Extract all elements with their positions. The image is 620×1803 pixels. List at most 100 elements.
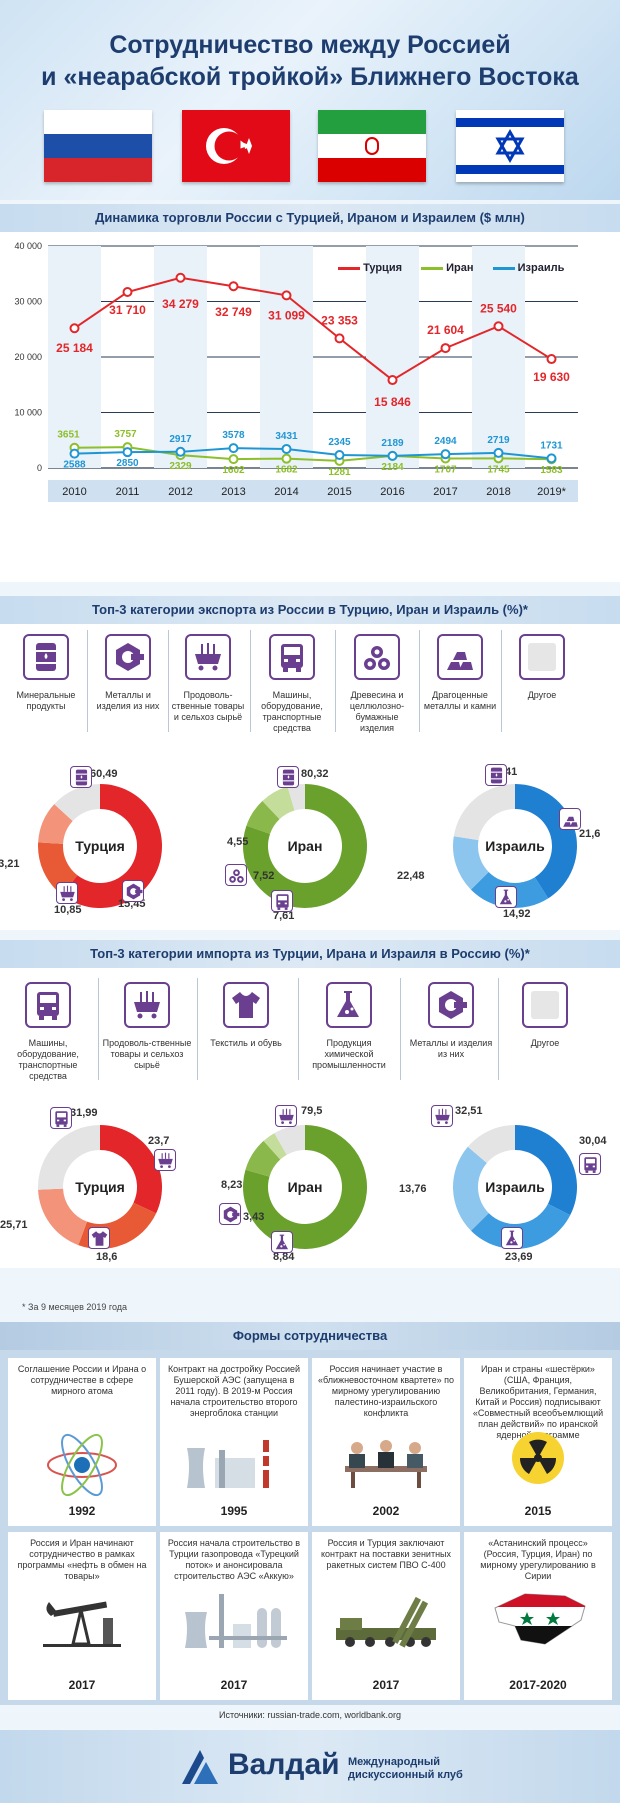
cooperation-card: «Астанинский процесс» (Россия, Турция, И… xyxy=(464,1532,612,1700)
legend-swatch-turkey xyxy=(338,266,360,270)
x-tick-label: 2019* xyxy=(537,486,566,498)
card-text: Россия и Иран начинают сотрудничество в … xyxy=(17,1538,147,1581)
other-icon xyxy=(527,642,557,672)
data-label: 2588 xyxy=(63,460,86,471)
category-divider xyxy=(334,630,336,732)
cooperation-card: Контракт на достройку Россией Бушерской … xyxy=(160,1358,308,1526)
category-tile xyxy=(269,634,315,680)
donut-category-badge xyxy=(271,1231,293,1253)
data-point xyxy=(228,443,239,454)
data-point xyxy=(228,281,239,292)
card-illustration xyxy=(160,1430,308,1495)
category-label: Металлы и изделия из них xyxy=(409,1038,493,1059)
category-label: Машины, оборудование, транспортные средс… xyxy=(261,690,323,733)
card-illustration xyxy=(160,1588,308,1655)
export-israel-center-label: Израиль xyxy=(485,838,545,854)
data-label: 3578 xyxy=(222,430,245,441)
card-illustration xyxy=(8,1430,156,1505)
atom-icon xyxy=(42,1430,122,1505)
logo-sub1: Международный xyxy=(348,1756,441,1768)
donut-slice xyxy=(100,1125,162,1214)
card-year: 2017 xyxy=(220,1678,248,1692)
category-divider xyxy=(400,978,401,1080)
data-point xyxy=(175,446,186,457)
cooperation-card: Соглашение России и Ирана о сотрудничест… xyxy=(8,1358,156,1526)
iran-flag-icon xyxy=(318,110,426,182)
x-tick-label: 2018 xyxy=(486,486,510,498)
timber-logs-icon xyxy=(227,866,246,885)
truck-icon xyxy=(273,892,292,911)
chart-column-band xyxy=(260,246,313,468)
donut-category-badge xyxy=(579,1153,601,1175)
legend-turkey: Турция xyxy=(363,262,402,274)
chemistry-flask-icon xyxy=(497,888,516,907)
metal-nut-icon xyxy=(221,1205,240,1224)
donut-value-label: 31,99 xyxy=(70,1107,98,1119)
category-tile xyxy=(124,982,170,1028)
card-text: Контракт на достройку Россией Бушерской … xyxy=(167,1364,301,1418)
x-tick-label: 2015 xyxy=(327,486,351,498)
import-panel xyxy=(0,968,620,1268)
donut-slice xyxy=(38,842,78,896)
donut-slice xyxy=(453,836,489,890)
category-tile xyxy=(428,982,474,1028)
card-text: Соглашение России и Ирана о сотрудничест… xyxy=(17,1364,147,1396)
data-point xyxy=(546,354,557,365)
data-point xyxy=(69,323,80,334)
logo-name: Валдай xyxy=(228,1748,340,1781)
oil-pump-icon xyxy=(37,1588,127,1653)
food-cart-icon xyxy=(433,1107,452,1126)
data-label: 3757 xyxy=(114,429,137,440)
data-point xyxy=(281,453,292,464)
donut-value-label: 14,92 xyxy=(503,908,531,920)
donut-value-label: 79,5 xyxy=(301,1105,323,1117)
data-label: 21 604 xyxy=(427,323,464,337)
category-label: Продоволь-ственные товары и сельхоз сырь… xyxy=(102,1038,192,1070)
data-label: 3431 xyxy=(275,431,298,442)
footnote: * За 9 месяцев 2019 года xyxy=(22,1302,128,1312)
donut-category-badge xyxy=(495,886,517,908)
chart-column-band xyxy=(366,246,419,468)
clothing-icon xyxy=(229,988,263,1022)
data-label: 2494 xyxy=(434,436,457,447)
trade-heading: Динамика торговли России с Турцией, Иран… xyxy=(0,204,620,232)
data-label: 1707 xyxy=(434,465,457,476)
category-tile xyxy=(23,634,69,680)
card-year: 1992 xyxy=(68,1504,96,1518)
missile-system-icon xyxy=(326,1588,446,1655)
data-point xyxy=(334,449,345,460)
card-year: 2002 xyxy=(372,1504,400,1518)
data-label: 2850 xyxy=(116,458,139,469)
card-illustration xyxy=(464,1588,612,1653)
data-label: 3651 xyxy=(57,430,80,441)
donut-value-label: 13,76 xyxy=(399,1183,427,1195)
donut-value-label: 10,85 xyxy=(54,904,82,916)
donut-category-badge xyxy=(225,864,247,886)
data-point xyxy=(69,448,80,459)
donut-slice xyxy=(245,1140,281,1177)
card-year: 2017-2020 xyxy=(509,1678,567,1692)
x-tick-label: 2014 xyxy=(274,486,298,498)
oil-barrel-icon xyxy=(280,768,297,787)
other-icon xyxy=(530,990,560,1020)
export-turkey-donut xyxy=(38,784,163,908)
category-divider xyxy=(168,630,169,732)
donut-category-badge xyxy=(122,880,144,902)
card-year: 1995 xyxy=(220,1504,248,1518)
donut-slice xyxy=(515,1125,577,1216)
footer xyxy=(0,1730,620,1803)
donut-category-badge xyxy=(431,1105,453,1127)
chemistry-flask-icon xyxy=(273,1233,292,1252)
series-line-2 xyxy=(74,447,552,460)
donut-value-label: 7,61 xyxy=(273,910,295,922)
donut-value-label: 8,23 xyxy=(221,1179,243,1191)
category-divider xyxy=(297,978,299,1080)
donut-category-badge xyxy=(485,764,507,786)
donut-value-label: 32,51 xyxy=(455,1105,483,1117)
data-label: 2184 xyxy=(381,462,404,473)
chemistry-flask-icon xyxy=(332,988,366,1022)
card-illustration xyxy=(312,1430,460,1495)
data-label: 23 353 xyxy=(321,313,358,327)
gold-bars-icon xyxy=(561,810,580,829)
data-point xyxy=(387,450,398,461)
